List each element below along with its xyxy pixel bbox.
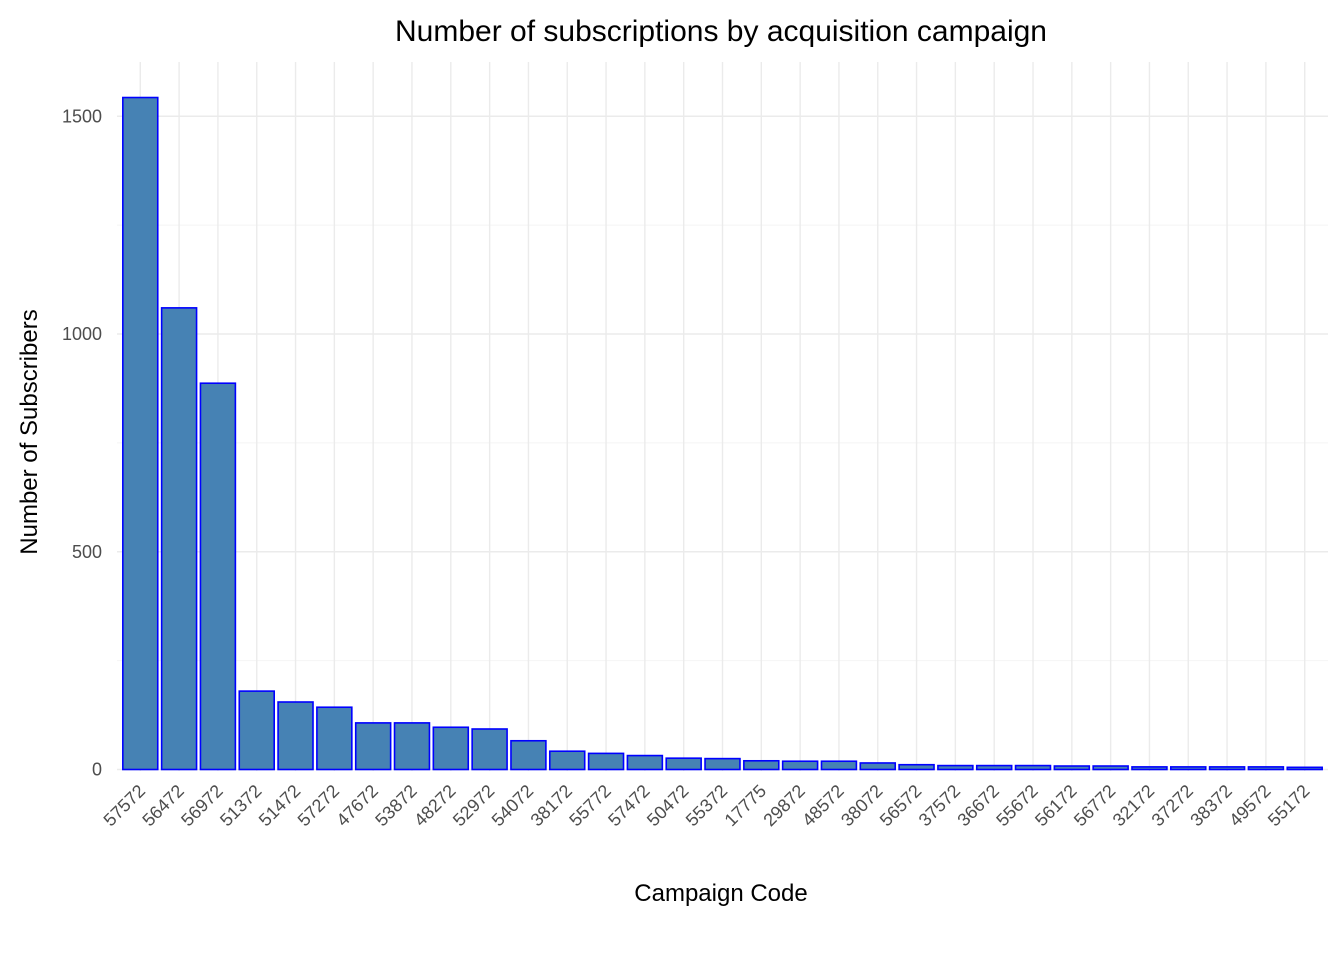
bar (1053, 765, 1091, 771)
x-tick-label: 55772 (565, 781, 615, 831)
x-tick-label: 56572 (876, 781, 926, 831)
x-tick-label: 57572 (100, 781, 150, 831)
bar (548, 750, 586, 771)
x-axis-title: Campaign Code (634, 880, 807, 907)
bar (393, 722, 431, 771)
x-tick-label: 49572 (1225, 781, 1275, 831)
x-tick-label: 57472 (604, 781, 654, 831)
x-tick-label: 37272 (1148, 781, 1198, 831)
y-tick-label: 1500 (62, 106, 102, 126)
bar (859, 762, 897, 771)
y-tick-label: 1000 (62, 324, 102, 344)
bar (665, 757, 702, 771)
x-tick-label: 56472 (138, 781, 188, 831)
bar (1131, 766, 1168, 771)
x-tick-label: 56172 (1031, 781, 1081, 831)
bars (122, 96, 1323, 771)
bar (122, 96, 159, 771)
bar (975, 764, 1013, 771)
bar (432, 726, 470, 771)
bar (1286, 766, 1323, 771)
x-axis-ticks: 5757256472569725137251472572724767253872… (100, 781, 1314, 831)
x-tick-label: 48572 (798, 781, 848, 831)
bar (354, 722, 392, 771)
x-tick-label: 32172 (1109, 781, 1159, 831)
x-tick-label: 51372 (216, 781, 266, 831)
bar (160, 307, 198, 771)
x-tick-label: 56772 (1070, 781, 1120, 831)
bar (316, 706, 353, 771)
x-tick-label: 54072 (488, 781, 538, 831)
bar (704, 757, 741, 771)
x-tick-label: 57272 (294, 781, 344, 831)
x-tick-label: 38372 (1186, 781, 1236, 831)
x-tick-label: 37572 (915, 781, 965, 831)
x-tick-label: 56972 (177, 781, 227, 831)
x-tick-label: 29872 (759, 781, 809, 831)
bar (199, 382, 237, 771)
bar (1014, 764, 1052, 771)
x-tick-label: 53872 (371, 781, 421, 831)
x-tick-label: 55372 (682, 781, 732, 831)
bar (743, 759, 780, 771)
y-axis-title: Number of Subscribers (16, 309, 43, 554)
bar (626, 754, 664, 771)
y-axis-ticks: 0 500 1000 1500 (62, 106, 102, 779)
x-tick-label: 48272 (410, 781, 460, 831)
bar (1208, 766, 1246, 771)
bar (820, 760, 858, 771)
bar (898, 763, 935, 771)
x-tick-label: 17775 (721, 781, 771, 831)
bar (1247, 766, 1285, 771)
x-tick-label: 55672 (992, 781, 1042, 831)
bar (238, 690, 275, 771)
bar (781, 760, 819, 771)
y-tick-label: 0 (92, 760, 102, 780)
x-tick-label: 50472 (643, 781, 693, 831)
bar (510, 739, 547, 771)
bar (277, 701, 314, 771)
x-tick-label: 36672 (953, 781, 1003, 831)
x-tick-label: 47672 (332, 781, 382, 831)
bar (1092, 765, 1129, 771)
bar (1170, 766, 1207, 771)
y-tick-label: 500 (72, 542, 102, 562)
x-tick-label: 52972 (449, 781, 499, 831)
bar (471, 728, 508, 771)
x-tick-label: 51472 (255, 781, 305, 831)
x-tick-label: 55172 (1264, 781, 1314, 831)
x-tick-label: 38172 (527, 781, 577, 831)
grid-lines (117, 62, 1328, 771)
chart-title: Number of subscriptions by acquisition c… (395, 15, 1047, 48)
x-tick-label: 38072 (837, 781, 887, 831)
bar (587, 752, 625, 771)
bar (937, 764, 974, 771)
